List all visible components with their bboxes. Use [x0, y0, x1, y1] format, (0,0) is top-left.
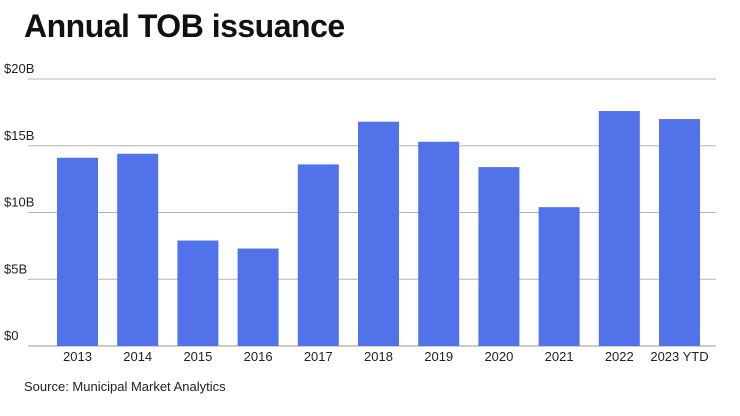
y-axis-tick-labels: $0 $5B $10B $15B $20B — [4, 61, 34, 343]
y-tick-label: $20B — [4, 61, 34, 76]
y-tick-label: $5B — [4, 261, 27, 276]
source-note: Source: Municipal Market Analytics — [24, 379, 226, 394]
bar — [598, 111, 640, 346]
bar — [538, 207, 580, 346]
bar — [237, 248, 279, 346]
x-tick-label: 2022 — [605, 349, 634, 364]
bar — [659, 119, 700, 346]
x-tick-label: 2013 — [63, 349, 92, 364]
x-tick-label: 2021 — [545, 349, 574, 364]
bar — [297, 164, 339, 346]
x-tick-label: 2015 — [183, 349, 212, 364]
bar — [117, 153, 159, 346]
x-tick-label: 2020 — [484, 349, 513, 364]
bars — [57, 111, 700, 346]
x-tick-label: 2014 — [123, 349, 152, 364]
x-tick-label: 2016 — [244, 349, 273, 364]
bar — [478, 167, 520, 346]
x-tick-label: 2019 — [424, 349, 453, 364]
x-tick-label: 2023 YTD — [650, 349, 708, 364]
x-axis-tick-labels: 2013 2014 2015 2016 2017 2018 2019 2020 2021 2022… — [63, 349, 709, 364]
x-tick-label: 2017 — [304, 349, 333, 364]
bar — [177, 240, 219, 346]
y-tick-label: $15B — [4, 128, 34, 143]
y-tick-label: $0 — [4, 328, 18, 343]
bar — [358, 121, 399, 346]
bar — [57, 157, 98, 346]
chart-title: Annual TOB issuance — [24, 8, 345, 44]
bar — [418, 141, 460, 346]
y-tick-label: $10B — [4, 195, 34, 210]
x-tick-label: 2018 — [364, 349, 393, 364]
